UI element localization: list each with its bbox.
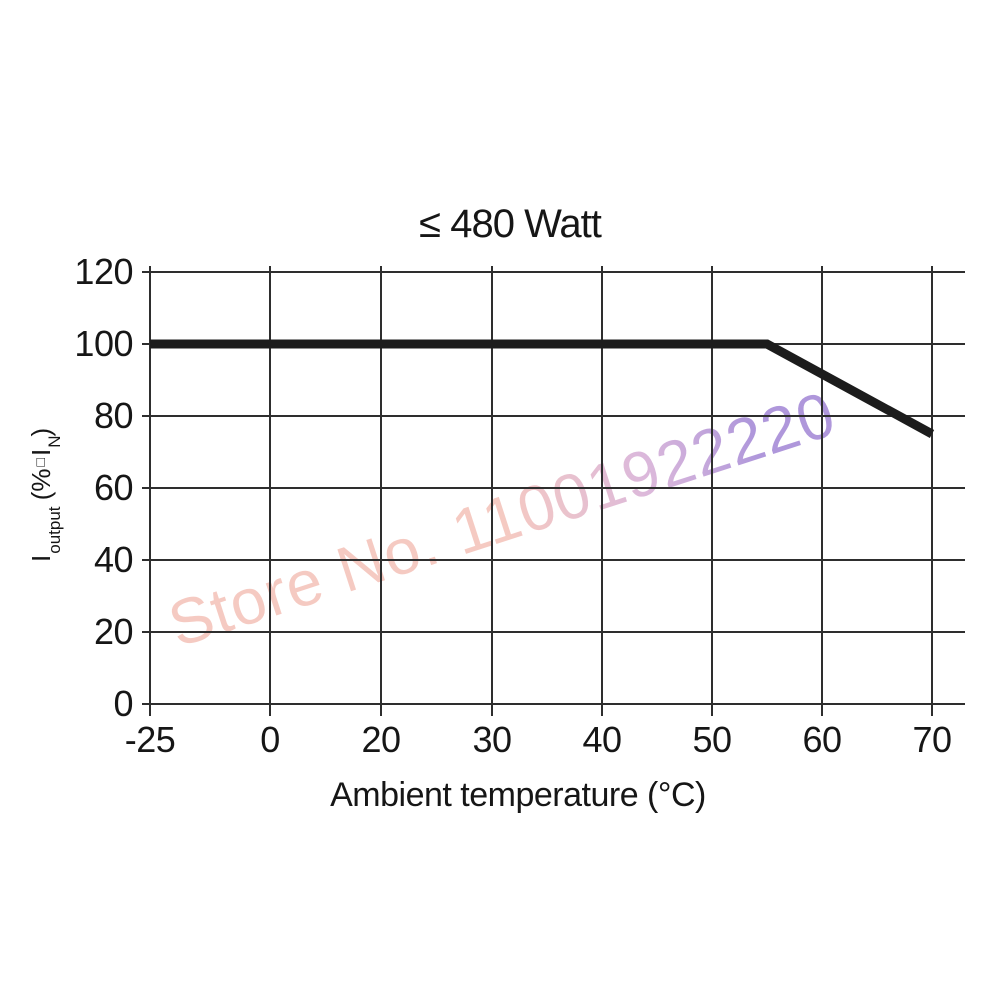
y-tick-label: 100 [74, 323, 133, 364]
x-tick-label: 20 [361, 719, 401, 760]
y-tick-label: 40 [93, 539, 134, 580]
derating-curve [150, 339, 935, 438]
x-axis-title: Ambient temperature (°C) [330, 776, 706, 814]
y-tick-label: 0 [113, 683, 133, 724]
y-tick-label: 60 [93, 467, 134, 508]
x-tick-label: 0 [260, 719, 280, 760]
y-tick-label: 20 [93, 611, 134, 652]
x-tick-label: 70 [912, 719, 952, 760]
chart-title: ≤ 480 Watt [419, 202, 602, 246]
x-tick-label: 60 [802, 719, 842, 760]
x-tick-label: 40 [582, 719, 622, 760]
x-tick-label: -25 [124, 719, 176, 760]
y-tick-label: 120 [74, 251, 133, 292]
x-tick-label: 30 [472, 719, 512, 760]
x-tick-label: 50 [692, 719, 732, 760]
y-tick-label: 80 [93, 395, 134, 436]
